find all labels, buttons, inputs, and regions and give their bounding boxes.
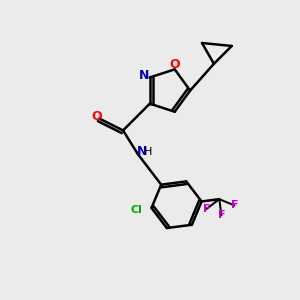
Text: O: O xyxy=(91,110,102,123)
Text: F: F xyxy=(231,200,238,210)
Text: Cl: Cl xyxy=(131,205,143,215)
Text: F: F xyxy=(202,204,210,214)
Text: N: N xyxy=(136,145,147,158)
Text: O: O xyxy=(169,58,180,70)
Text: H: H xyxy=(144,147,152,158)
Text: N: N xyxy=(139,70,150,83)
Text: F: F xyxy=(218,210,225,220)
